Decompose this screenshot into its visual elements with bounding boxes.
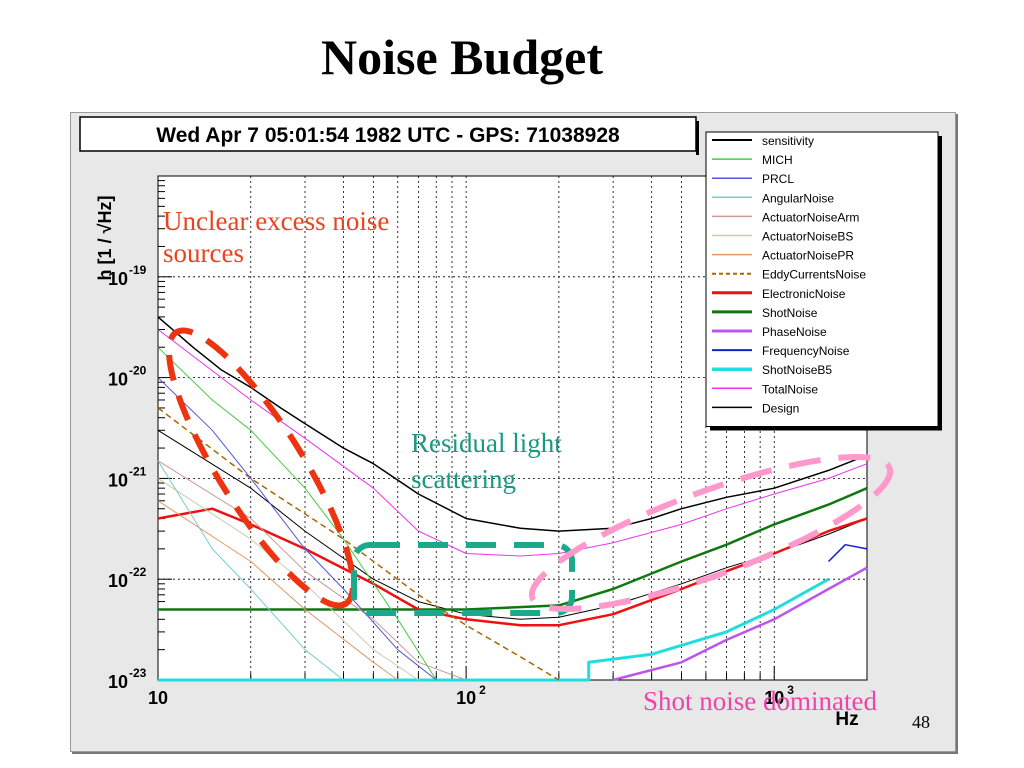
series-line-mich xyxy=(157,346,437,681)
x-tick-exponent: 2 xyxy=(479,683,486,697)
series-line-angularnoise xyxy=(157,460,344,681)
legend-label: Design xyxy=(762,401,799,415)
header-box xyxy=(79,116,697,152)
y-tick-exponent: -19 xyxy=(129,263,147,277)
annotation-line: sources xyxy=(163,238,244,268)
legend-label: ActuatorNoiseBS xyxy=(762,230,853,244)
legend-label: ShotNoiseB5 xyxy=(762,363,832,377)
y-tick-label: 10 xyxy=(108,672,128,692)
legend-label: AngularNoise xyxy=(762,191,834,205)
legend-label: MICH xyxy=(762,153,793,167)
series-line-sensitivity xyxy=(157,316,868,532)
figure-frame: Wed Apr 7 05:01:54 1982 UTC - GPS: 71038… xyxy=(70,112,956,752)
series-line-prcl xyxy=(157,377,437,681)
legend-label: ActuatorNoisePR xyxy=(762,249,854,263)
legend-label: sensitivity xyxy=(762,134,814,148)
series-line-phasenoise xyxy=(612,566,868,682)
y-tick-label: 10 xyxy=(108,370,128,390)
x-axis-label: Hz xyxy=(835,709,858,730)
scattering-box xyxy=(351,542,575,616)
legend: sensitivity MICH PRCL AngularNoise ActuatorN… xyxy=(705,131,942,431)
series-line-eddycurrentsnoise xyxy=(157,407,560,681)
annotation-line: scattering xyxy=(411,464,516,494)
y-axis-label: h [1 / √Hz] xyxy=(95,196,115,281)
header-shadow xyxy=(696,121,699,155)
slide-title: Noise Budget xyxy=(321,29,603,85)
annotation-shot-noise: Shot noise dominated xyxy=(643,686,877,716)
y-tick-label: 10 xyxy=(108,269,128,289)
annotation-excess-noise: Unclear excess noise sources xyxy=(163,206,389,268)
legend-label: ElectronicNoise xyxy=(762,287,846,301)
excess-noise-ellipse xyxy=(166,327,356,609)
x-tick-label: 10 xyxy=(764,688,784,708)
series-line-actuatornoisebs xyxy=(157,477,419,681)
y-tick-exponent: -20 xyxy=(129,364,147,378)
legend-label: ShotNoise xyxy=(762,306,818,320)
legend-label: FrequencyNoise xyxy=(762,344,850,358)
shot-noise-ellipse xyxy=(528,453,894,613)
x-tick-label: 10 xyxy=(456,688,476,708)
series-line-shotnoise xyxy=(158,487,868,611)
legend-label: ActuatorNoiseArm xyxy=(762,210,859,224)
series-line-actuatornoisepr xyxy=(157,500,399,681)
page-number: 48 xyxy=(912,712,930,732)
y-tick-exponent: -23 xyxy=(129,666,147,680)
x-tick-label: 10 xyxy=(148,688,168,708)
legend-label: PRCL xyxy=(762,172,794,186)
y-tick-exponent: -21 xyxy=(129,464,147,478)
annotation-line: Residual light xyxy=(411,428,562,458)
series-line-frequencynoise xyxy=(827,543,868,563)
legend-label: PhaseNoise xyxy=(762,325,827,339)
series-line-shotnoiseb5 xyxy=(158,577,830,682)
annotation-line: Shot noise dominated xyxy=(643,686,877,716)
annotation-labels: Unclear excess noise sources Residual ligh… xyxy=(163,206,877,716)
noise-budget-chart: Wed Apr 7 05:01:54 1982 UTC - GPS: 71038… xyxy=(79,116,942,730)
x-tick-exponent: 3 xyxy=(787,683,794,697)
legend-label: TotalNoise xyxy=(762,382,818,396)
y-tick-exponent: -22 xyxy=(129,565,147,579)
x-tick-labels: 10 10 2 10 3 xyxy=(148,683,794,708)
y-tick-label: 10 xyxy=(108,470,128,490)
legend-box xyxy=(705,131,939,427)
y-tick-label: 10 xyxy=(108,571,128,591)
annotation-line: Unclear excess noise xyxy=(163,206,389,236)
series-line-totalnoise xyxy=(157,329,868,557)
chart-header: Wed Apr 7 05:01:54 1982 UTC - GPS: 71038… xyxy=(156,124,620,147)
annotation-scattering: Residual light scattering xyxy=(411,428,562,494)
series-lines xyxy=(157,316,868,682)
legend-label: EddyCurrentsNoise xyxy=(762,268,866,282)
annotation-shapes xyxy=(166,327,894,616)
